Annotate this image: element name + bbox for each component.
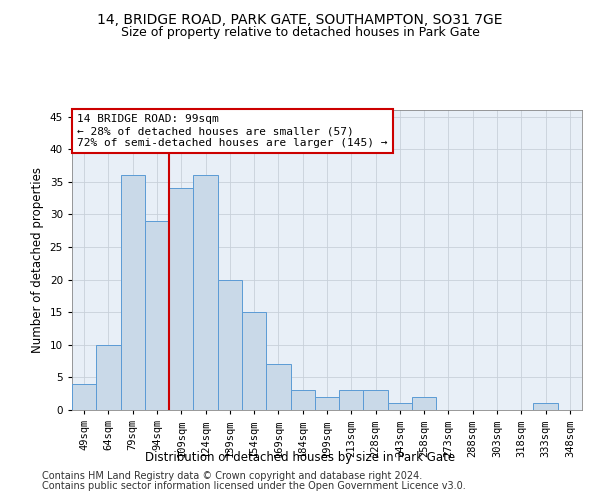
Text: Distribution of detached houses by size in Park Gate: Distribution of detached houses by size …	[145, 451, 455, 464]
Text: Size of property relative to detached houses in Park Gate: Size of property relative to detached ho…	[121, 26, 479, 39]
Bar	[533, 404, 558, 410]
Bar	[169, 188, 193, 410]
Bar	[266, 364, 290, 410]
Bar	[72, 384, 96, 410]
Y-axis label: Number of detached properties: Number of detached properties	[31, 167, 44, 353]
Bar	[121, 175, 145, 410]
Bar	[96, 345, 121, 410]
Bar	[242, 312, 266, 410]
Text: 14 BRIDGE ROAD: 99sqm
← 28% of detached houses are smaller (57)
72% of semi-deta: 14 BRIDGE ROAD: 99sqm ← 28% of detached …	[77, 114, 388, 148]
Bar	[339, 390, 364, 410]
Bar	[290, 390, 315, 410]
Bar	[315, 397, 339, 410]
Bar	[388, 404, 412, 410]
Bar	[364, 390, 388, 410]
Text: Contains HM Land Registry data © Crown copyright and database right 2024.: Contains HM Land Registry data © Crown c…	[42, 471, 422, 481]
Bar	[145, 221, 169, 410]
Bar	[193, 175, 218, 410]
Text: 14, BRIDGE ROAD, PARK GATE, SOUTHAMPTON, SO31 7GE: 14, BRIDGE ROAD, PARK GATE, SOUTHAMPTON,…	[97, 12, 503, 26]
Text: Contains public sector information licensed under the Open Government Licence v3: Contains public sector information licen…	[42, 481, 466, 491]
Bar	[218, 280, 242, 410]
Bar	[412, 397, 436, 410]
